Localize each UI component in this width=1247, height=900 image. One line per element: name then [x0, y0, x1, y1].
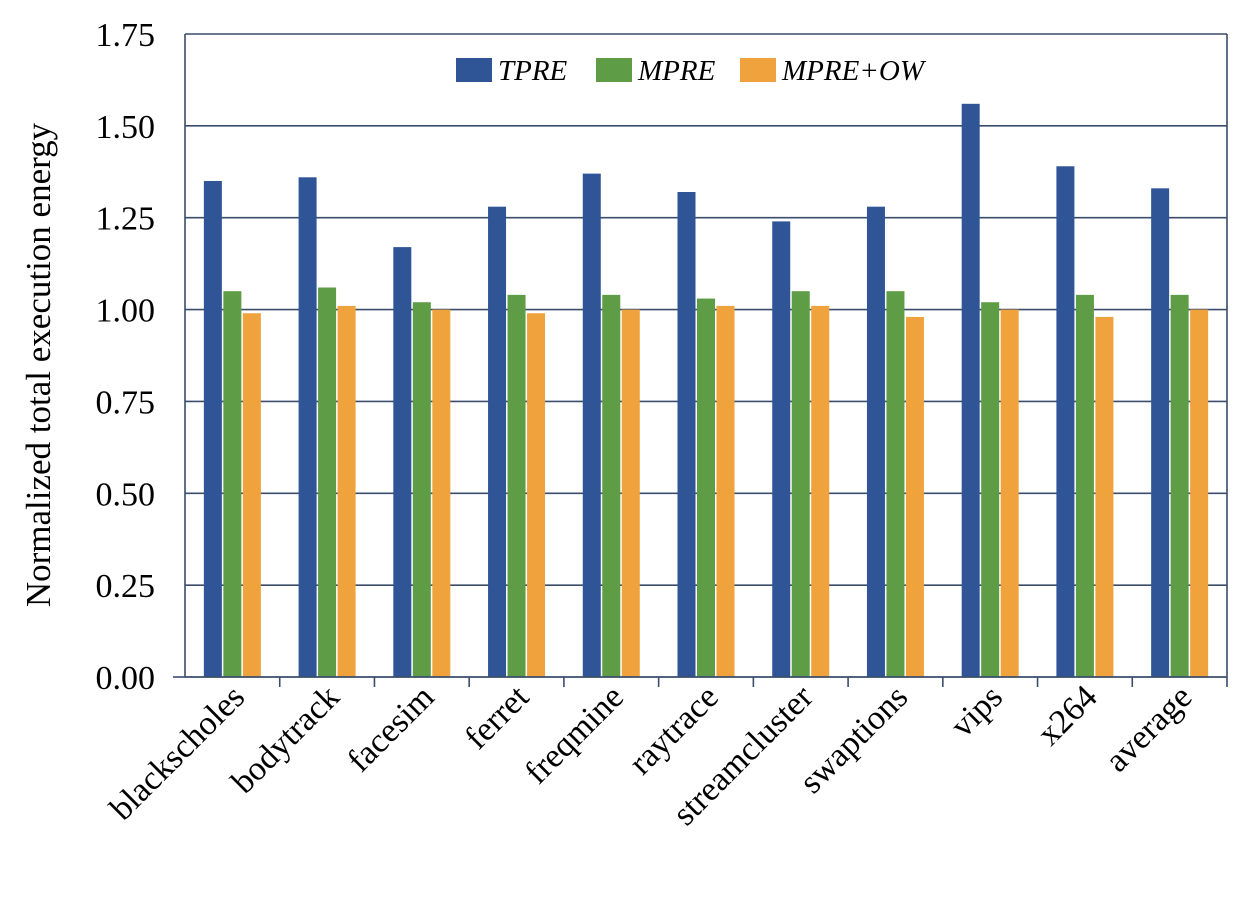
bar-mpre-average: [1170, 294, 1189, 677]
x-category-label: freqmine: [518, 678, 631, 791]
y-tick-label: 1.00: [96, 293, 156, 330]
y-tick-labels: 0.00 0.25 0.50 0.75 1.00 1.25 1.50 1.75: [96, 17, 156, 697]
bar-mpre-x264: [1075, 294, 1094, 677]
bar-mpre-ow-freqmine: [621, 309, 640, 677]
y-tick-label: 0.25: [96, 568, 156, 605]
legend-label: TPRE: [498, 55, 568, 87]
bar-mpre-ow-blackscholes: [242, 313, 261, 677]
y-tick-label: 0.50: [96, 476, 156, 513]
y-tick-label: 1.75: [96, 17, 156, 54]
legend-swatch: [596, 58, 632, 82]
bar-mpre-ow-bodytrack: [337, 305, 356, 677]
bar-mpre-ow-streamcluster: [811, 305, 830, 677]
bar-mpre-ow-swaptions: [905, 316, 924, 677]
bars: [203, 103, 1209, 678]
bar-mpre-streamcluster: [791, 291, 810, 677]
y-tick-label: 1.50: [96, 109, 156, 146]
bar-tpre-streamcluster: [772, 221, 791, 678]
bar-mpre-freqmine: [602, 294, 621, 677]
y-tick-label: 0.75: [96, 384, 156, 421]
bar-tpre-bodytrack: [298, 177, 317, 677]
legend-label: MPRE+OW: [781, 55, 927, 87]
bar-tpre-raytrace: [677, 191, 696, 677]
x-category-label: facesim: [341, 678, 442, 779]
legend-label: MPRE: [637, 55, 716, 87]
bar-tpre-ferret: [488, 206, 507, 678]
y-axis-title: Normalized total execution energy: [19, 122, 58, 607]
bar-mpre-ow-x264: [1095, 316, 1114, 677]
x-category-label: vips: [944, 678, 1010, 744]
axes: [173, 34, 1228, 687]
bar-mpre-swaptions: [886, 291, 905, 677]
bar-tpre-facesim: [393, 247, 412, 677]
bar-tpre-blackscholes: [203, 180, 222, 677]
x-category-label: ferret: [458, 678, 537, 757]
bar-tpre-freqmine: [582, 173, 601, 677]
bar-mpre-ow-average: [1190, 309, 1209, 677]
bar-mpre-ow-vips: [1000, 309, 1019, 677]
bar-mpre-facesim: [412, 302, 431, 677]
bar-tpre-x264: [1056, 166, 1075, 677]
bar-mpre-ow-facesim: [432, 309, 451, 677]
x-category-label: blackscholes: [103, 678, 252, 827]
y-tick-label: 0.00: [96, 660, 156, 697]
bar-mpre-vips: [981, 302, 1000, 677]
legend-swatch: [740, 58, 776, 82]
x-category-label: average: [1098, 678, 1199, 779]
bar-mpre-raytrace: [697, 298, 715, 677]
bar-tpre-average: [1151, 188, 1170, 677]
legend-swatch: [456, 58, 492, 82]
bar-mpre-ow-ferret: [527, 313, 546, 677]
bar-tpre-swaptions: [866, 206, 885, 678]
x-category-label: x264: [1030, 678, 1104, 752]
legend: TPRE MPRE MPRE+OW: [456, 55, 927, 87]
bar-mpre-ow-raytrace: [716, 305, 735, 677]
bar-mpre-blackscholes: [223, 291, 242, 677]
y-tick-label: 1.25: [96, 201, 156, 238]
bar-mpre-ferret: [507, 294, 526, 677]
bar-mpre-bodytrack: [318, 287, 337, 677]
bar-tpre-vips: [961, 103, 980, 678]
